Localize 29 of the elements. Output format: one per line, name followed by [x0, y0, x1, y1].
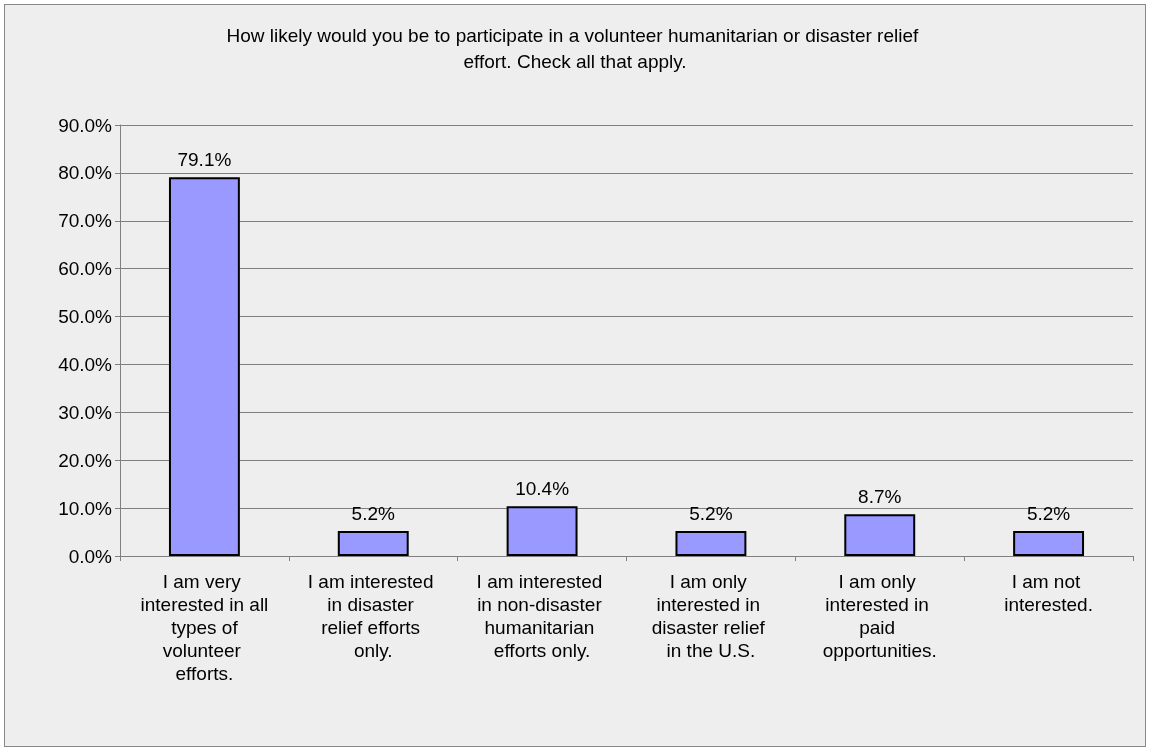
- x-tick-label: I am interested in non-disaster humanitarian efforts only.: [476, 571, 608, 661]
- bar: [844, 514, 916, 556]
- y-tick-label: 10.0%: [58, 497, 113, 519]
- y-tick-label: 80.0%: [58, 162, 113, 184]
- bar: [168, 177, 240, 556]
- chart-title: How likely would you be to participate in a volunteer humanitarian or disaster relief effort. Check all that apply.: [226, 24, 924, 72]
- x-tick-label: I am only interested in paid opportunities.: [822, 571, 937, 661]
- bar: [506, 506, 578, 556]
- bar: [1013, 531, 1085, 556]
- x-tick-label: I am not interested.: [1004, 571, 1093, 615]
- data-label: 10.4%: [515, 478, 570, 500]
- y-tick-label: 90.0%: [58, 114, 113, 136]
- y-tick-label: 20.0%: [58, 449, 113, 471]
- x-tick-label: I am interested in disaster relief efforts only.: [307, 571, 439, 661]
- data-label: 5.2%: [689, 503, 733, 525]
- x-tick-label: I am only interested in disaster relief in the U.S.: [651, 571, 771, 661]
- bar: [337, 531, 409, 556]
- data-label: 79.1%: [177, 149, 232, 171]
- data-label: 5.2%: [1026, 503, 1071, 525]
- y-tick-label: 60.0%: [58, 258, 113, 280]
- bar: [675, 531, 747, 556]
- y-tick-label: 0.0%: [68, 545, 113, 567]
- data-label: 5.2%: [351, 503, 396, 525]
- y-tick-label: 30.0%: [58, 401, 113, 423]
- x-tick-label: I am very interested in all types of volunteer efforts.: [140, 571, 269, 684]
- y-tick-label: 70.0%: [58, 210, 113, 232]
- data-label: 8.7%: [858, 486, 902, 508]
- y-tick-label: 50.0%: [58, 306, 113, 328]
- y-tick-label: 40.0%: [58, 353, 113, 375]
